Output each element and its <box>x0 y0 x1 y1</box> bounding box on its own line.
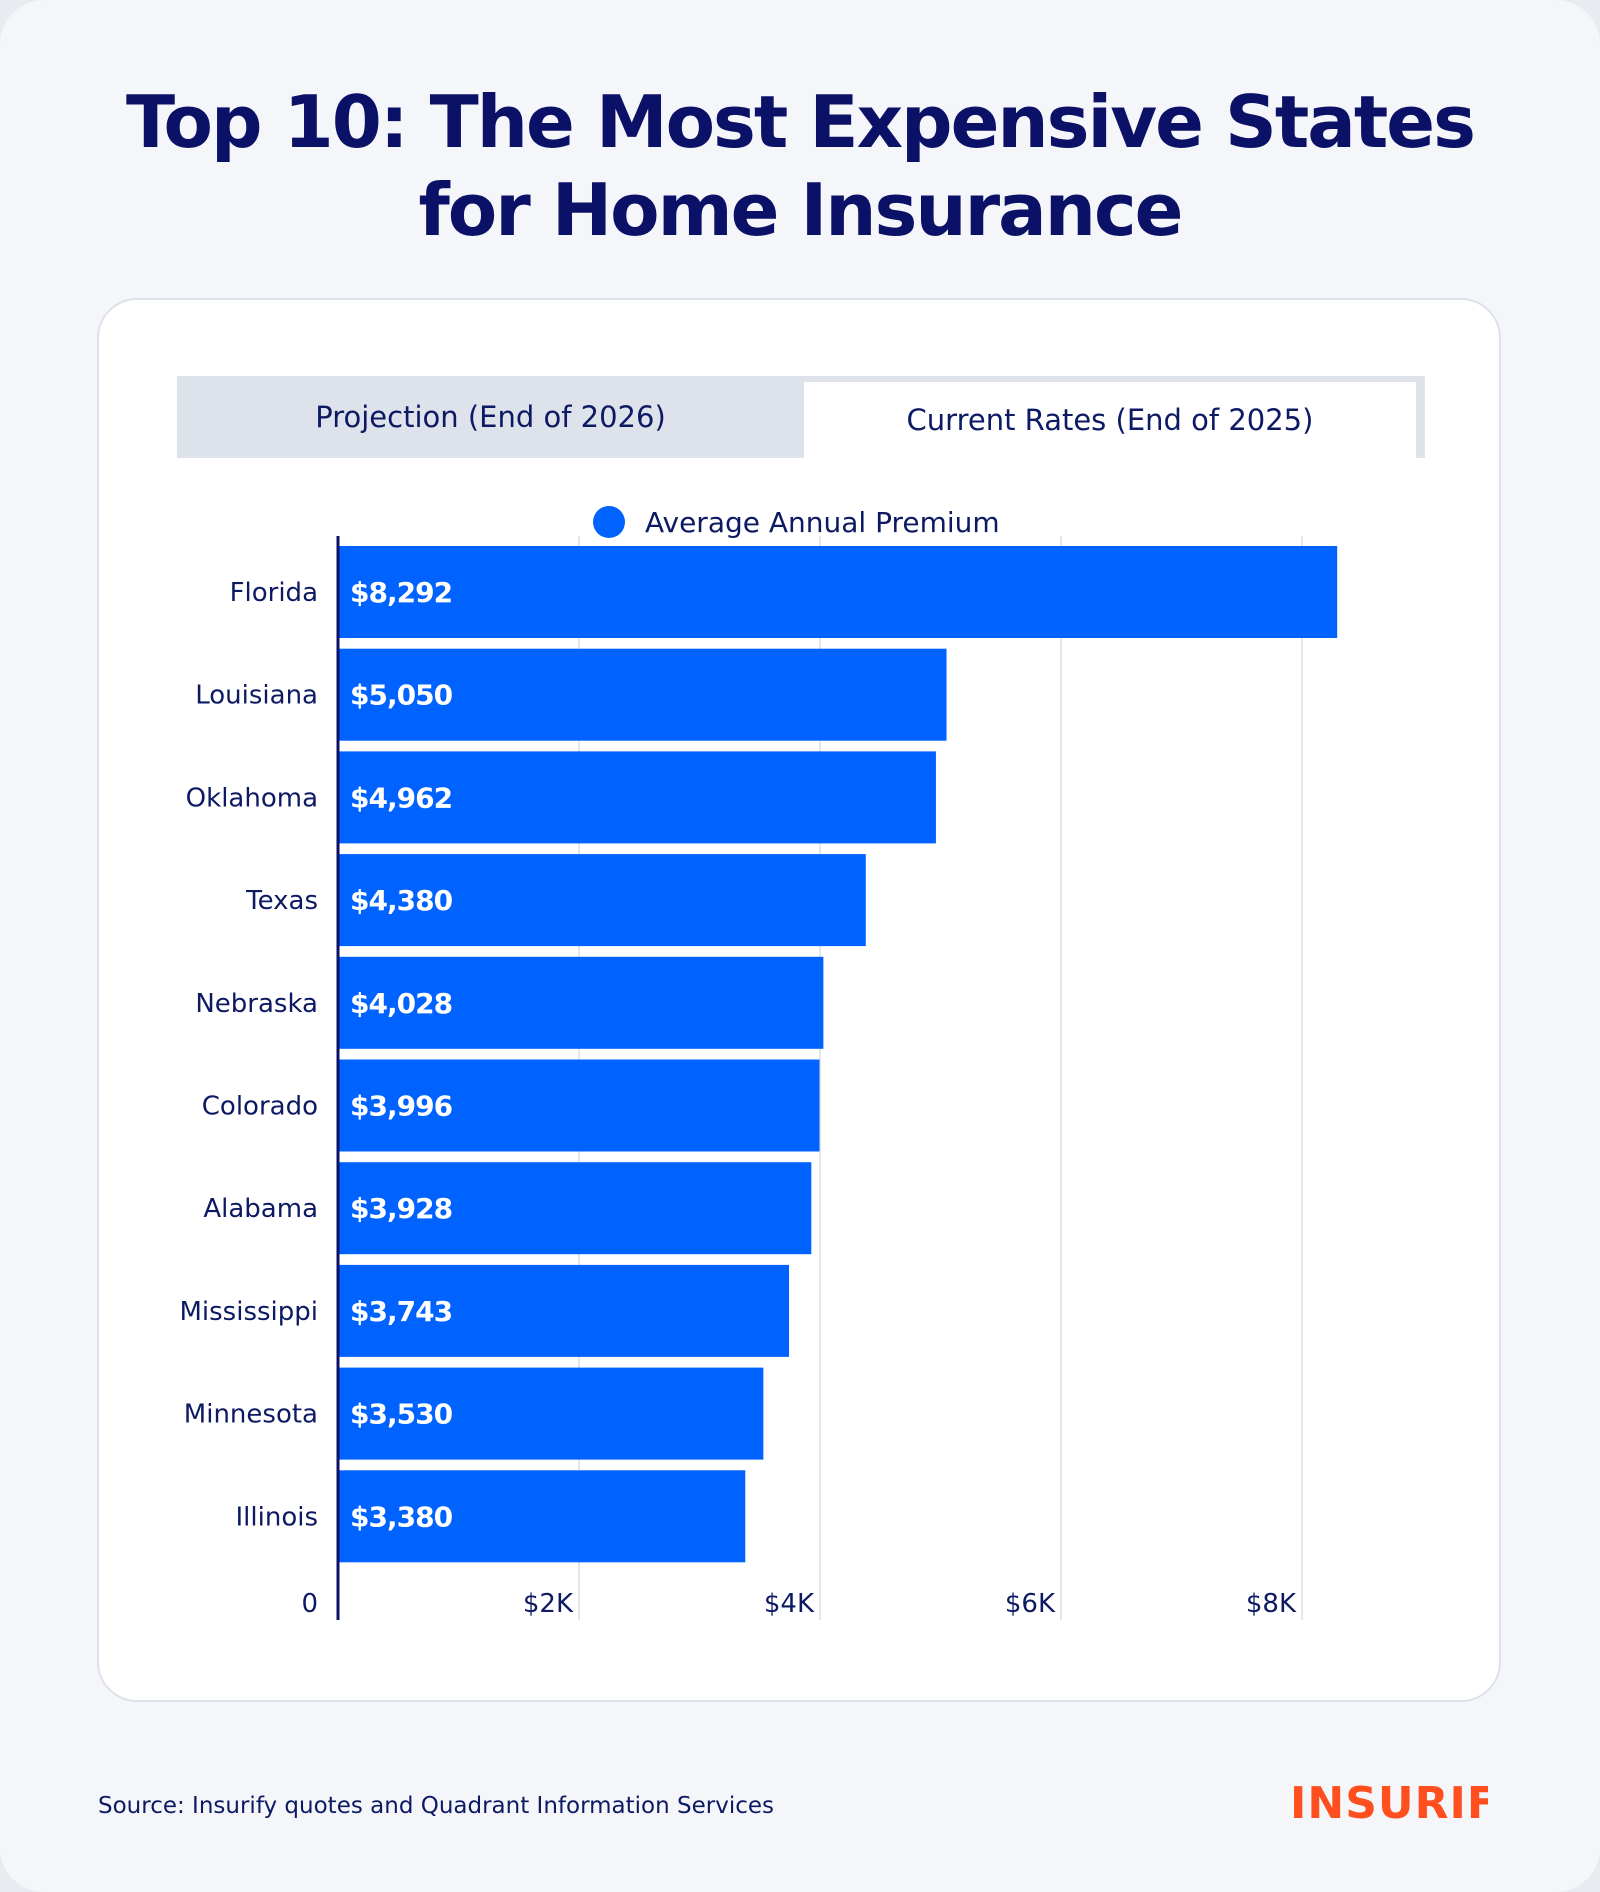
bar-value-label: $5,050 <box>350 679 453 712</box>
category-label: Alabama <box>203 1194 318 1224</box>
x-tick-label: $8K <box>1246 1589 1297 1619</box>
chart-legend: Average Annual Premium <box>593 502 1000 542</box>
category-label: Illinois <box>236 1502 319 1532</box>
title-line-1: Top 10: The Most Expensive States <box>126 80 1476 164</box>
bar <box>338 854 866 947</box>
bar-value-label: $8,292 <box>350 576 452 609</box>
bar-value-label: $3,380 <box>350 1500 453 1533</box>
bar <box>338 956 824 1049</box>
tab-current-rates-2025[interactable]: Current Rates (End of 2025) <box>804 382 1416 458</box>
category-label: Colorado <box>202 1092 318 1122</box>
bar <box>338 1367 764 1460</box>
bar-value-label: $3,996 <box>350 1090 452 1123</box>
bar <box>338 546 1338 638</box>
category-label: Florida <box>230 578 318 608</box>
x-tick-label: $2K <box>523 1589 574 1619</box>
category-label: Oklahoma <box>186 783 318 813</box>
x-tick-label: $4K <box>764 1589 815 1619</box>
category-label: Louisiana <box>195 681 318 711</box>
tab-projection-2026[interactable]: Projection (End of 2026) <box>315 400 666 434</box>
tab-bar: Projection (End of 2026) Current Rates (… <box>177 376 1425 458</box>
title-line-2: for Home Insurance <box>418 168 1183 252</box>
category-label: Texas <box>245 886 318 916</box>
source-note: Source: Insurify quotes and Quadrant Inf… <box>98 1793 774 1819</box>
bar <box>338 648 947 741</box>
bar <box>338 1059 820 1152</box>
bar <box>338 1162 812 1255</box>
page-title: Top 10: The Most Expensive States for Ho… <box>0 78 1600 254</box>
insurify-logo: INSURIFY <box>1290 1778 1488 1824</box>
bar-value-label: $4,380 <box>350 884 453 917</box>
x-tick-label: $6K <box>1005 1589 1056 1619</box>
legend-marker <box>593 506 625 538</box>
category-label: Minnesota <box>184 1400 318 1430</box>
bar <box>338 751 936 844</box>
bar-value-label: $3,530 <box>350 1398 453 1431</box>
legend-label: Average Annual Premium <box>645 505 1000 539</box>
x-tick-label: 0 <box>301 1589 318 1619</box>
bar-value-label: $3,743 <box>350 1295 452 1328</box>
chart-card: Projection (End of 2026) Current Rates (… <box>97 298 1501 1702</box>
bar-value-label: $4,028 <box>350 987 452 1020</box>
bar-value-label: $3,928 <box>350 1192 452 1225</box>
category-label: Nebraska <box>195 989 318 1019</box>
bar <box>338 1470 746 1563</box>
category-label: Mississippi <box>179 1297 318 1327</box>
bar-value-label: $4,962 <box>350 781 452 814</box>
logo-wordmark: INSURIFY <box>1290 1778 1488 1824</box>
bar <box>338 1264 790 1357</box>
